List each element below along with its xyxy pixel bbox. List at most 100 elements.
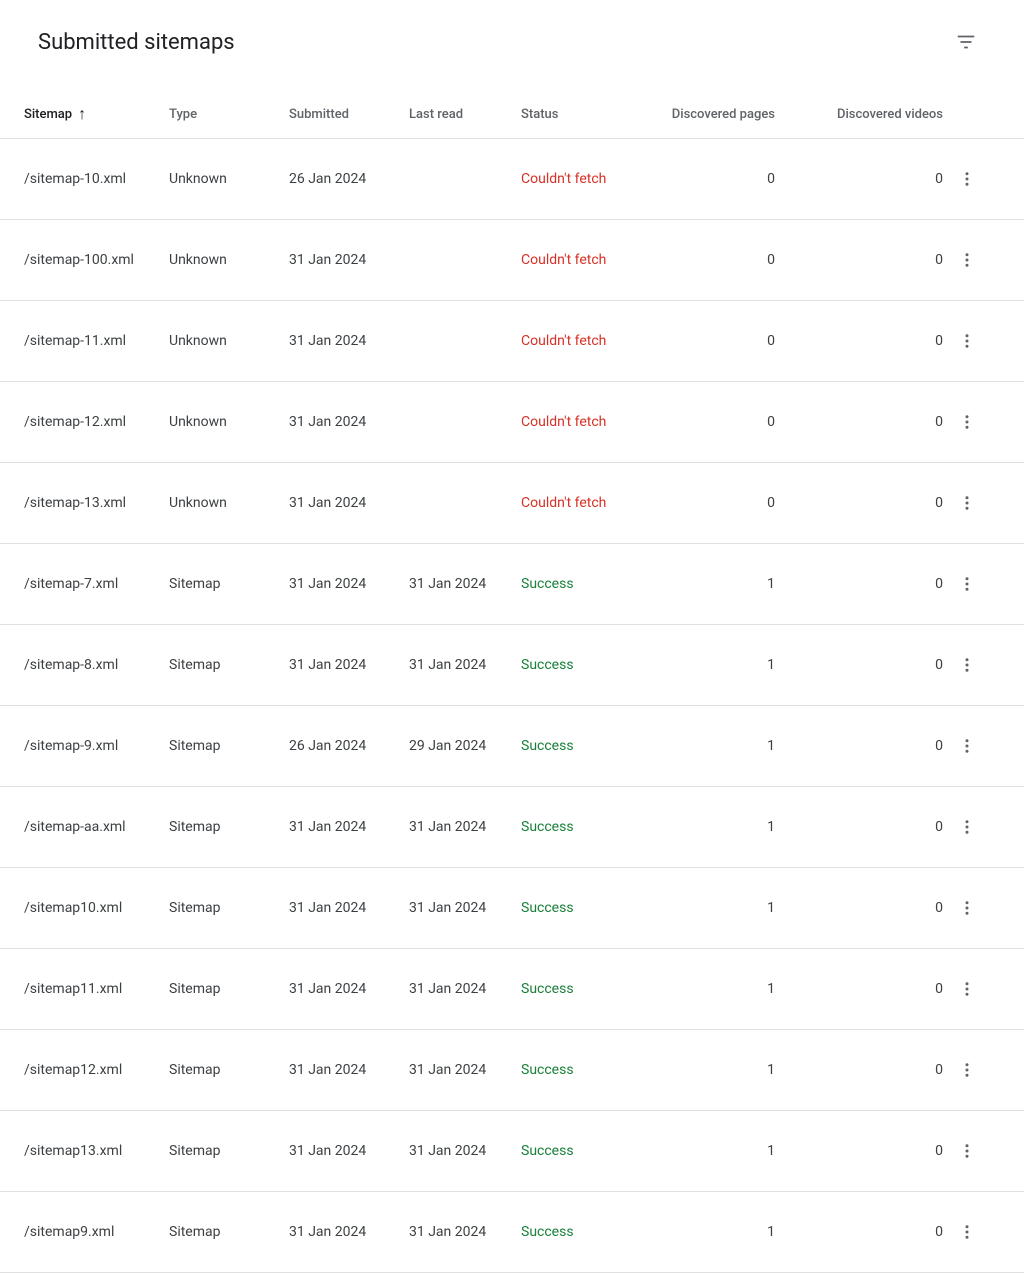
cell-discovered-videos: 0 (775, 1224, 943, 1240)
more-vert-icon (958, 1142, 976, 1160)
row-actions-button[interactable] (949, 809, 985, 845)
cell-status: Success (521, 1224, 669, 1240)
table-row[interactable]: /sitemap9.xmlSitemap31 Jan 202431 Jan 20… (0, 1192, 1024, 1273)
row-actions-button[interactable] (949, 161, 985, 197)
row-actions-button[interactable] (949, 485, 985, 521)
more-vert-icon (958, 332, 976, 350)
column-header-type[interactable]: Type (169, 107, 289, 122)
cell-discovered-videos: 0 (775, 414, 943, 430)
cell-type: Sitemap (169, 657, 289, 673)
cell-sitemap[interactable]: /sitemap-100.xml (24, 252, 169, 268)
table-row[interactable]: /sitemap-7.xmlSitemap31 Jan 202431 Jan 2… (0, 544, 1024, 625)
row-actions-button[interactable] (949, 323, 985, 359)
cell-type: Sitemap (169, 819, 289, 835)
cell-status: Couldn't fetch (521, 171, 669, 187)
table-row[interactable]: /sitemap-11.xmlUnknown31 Jan 2024Couldn'… (0, 301, 1024, 382)
cell-discovered-pages: 1 (669, 1062, 775, 1078)
cell-sitemap[interactable]: /sitemap-aa.xml (24, 819, 169, 835)
table-row[interactable]: /sitemap-aa.xmlSitemap31 Jan 202431 Jan … (0, 787, 1024, 868)
row-actions-button[interactable] (949, 647, 985, 683)
column-header-discovered-videos[interactable]: Discovered videos (775, 107, 943, 122)
cell-actions (943, 809, 991, 845)
cell-actions (943, 161, 991, 197)
cell-last-read: 31 Jan 2024 (409, 1143, 521, 1159)
column-header-last-read[interactable]: Last read (409, 107, 521, 122)
cell-status: Success (521, 1143, 669, 1159)
cell-actions (943, 404, 991, 440)
table-row[interactable]: /sitemap-100.xmlUnknown31 Jan 2024Couldn… (0, 220, 1024, 301)
cell-actions (943, 647, 991, 683)
row-actions-button[interactable] (949, 1052, 985, 1088)
cell-last-read: 31 Jan 2024 (409, 576, 521, 592)
cell-status: Success (521, 900, 669, 916)
panel-header: Submitted sitemaps (0, 0, 1024, 106)
cell-status: Success (521, 981, 669, 997)
cell-discovered-videos: 0 (775, 900, 943, 916)
row-actions-button[interactable] (949, 728, 985, 764)
panel-title: Submitted sitemaps (38, 30, 235, 55)
cell-sitemap[interactable]: /sitemap-13.xml (24, 495, 169, 511)
cell-submitted: 31 Jan 2024 (289, 1224, 409, 1240)
table-row[interactable]: /sitemap-12.xmlUnknown31 Jan 2024Couldn'… (0, 382, 1024, 463)
column-header-submitted[interactable]: Submitted (289, 107, 409, 122)
cell-last-read: 31 Jan 2024 (409, 819, 521, 835)
cell-type: Unknown (169, 333, 289, 349)
cell-last-read: 31 Jan 2024 (409, 657, 521, 673)
column-header-status[interactable]: Status (521, 107, 669, 122)
cell-type: Sitemap (169, 738, 289, 754)
cell-sitemap[interactable]: /sitemap-10.xml (24, 171, 169, 187)
cell-actions (943, 566, 991, 602)
cell-sitemap[interactable]: /sitemap-8.xml (24, 657, 169, 673)
cell-sitemap[interactable]: /sitemap-7.xml (24, 576, 169, 592)
cell-sitemap[interactable]: /sitemap13.xml (24, 1143, 169, 1159)
cell-sitemap[interactable]: /sitemap9.xml (24, 1224, 169, 1240)
row-actions-button[interactable] (949, 1133, 985, 1169)
cell-submitted: 26 Jan 2024 (289, 738, 409, 754)
cell-sitemap[interactable]: /sitemap-9.xml (24, 738, 169, 754)
table-row[interactable]: /sitemap-13.xmlUnknown31 Jan 2024Couldn'… (0, 463, 1024, 544)
row-actions-button[interactable] (949, 890, 985, 926)
filter-button[interactable] (946, 22, 986, 62)
cell-sitemap[interactable]: /sitemap-12.xml (24, 414, 169, 430)
table-row[interactable]: /sitemap-10.xmlUnknown26 Jan 2024Couldn'… (0, 139, 1024, 220)
cell-last-read: 31 Jan 2024 (409, 1224, 521, 1240)
column-header-discovered-pages[interactable]: Discovered pages (669, 107, 775, 122)
cell-type: Unknown (169, 495, 289, 511)
table-row[interactable]: /sitemap11.xmlSitemap31 Jan 202431 Jan 2… (0, 949, 1024, 1030)
cell-status: Success (521, 819, 669, 835)
cell-discovered-videos: 0 (775, 1143, 943, 1159)
table-row[interactable]: /sitemap10.xmlSitemap31 Jan 202431 Jan 2… (0, 868, 1024, 949)
more-vert-icon (958, 413, 976, 431)
column-header-sitemap-label: Sitemap (24, 107, 72, 122)
table-body: /sitemap-10.xml Unknown 26 Jan 2024 Couldn'… (0, 139, 1024, 1273)
cell-status: Couldn't fetch (521, 252, 669, 268)
cell-sitemap[interactable]: /sitemap-11.xml (24, 333, 169, 349)
table-row[interactable]: /sitemap-8.xmlSitemap31 Jan 202431 Jan 2… (0, 625, 1024, 706)
column-header-sitemap[interactable]: Sitemap ↑ (24, 106, 169, 122)
table-row[interactable]: /sitemap12.xmlSitemap31 Jan 202431 Jan 2… (0, 1030, 1024, 1111)
table-row[interactable]: /sitemap-9.xmlSitemap26 Jan 202429 Jan 2… (0, 706, 1024, 787)
cell-discovered-pages: 0 (669, 414, 775, 430)
cell-actions (943, 323, 991, 359)
cell-discovered-videos: 0 (775, 171, 943, 187)
cell-sitemap[interactable]: /sitemap10.xml (24, 900, 169, 916)
cell-discovered-videos: 0 (775, 738, 943, 754)
cell-discovered-pages: 0 (669, 495, 775, 511)
cell-status: Success (521, 738, 669, 754)
more-vert-icon (958, 494, 976, 512)
cell-actions (943, 890, 991, 926)
row-actions-button[interactable] (949, 1214, 985, 1250)
cell-status: Couldn't fetch (521, 495, 669, 511)
cell-sitemap[interactable]: /sitemap11.xml (24, 981, 169, 997)
row-actions-button[interactable] (949, 566, 985, 602)
row-actions-button[interactable] (949, 404, 985, 440)
cell-last-read: 31 Jan 2024 (409, 900, 521, 916)
cell-type: Sitemap (169, 1224, 289, 1240)
cell-discovered-pages: 1 (669, 1143, 775, 1159)
row-actions-button[interactable] (949, 242, 985, 278)
cell-discovered-pages: 1 (669, 900, 775, 916)
table-row[interactable]: /sitemap13.xmlSitemap31 Jan 202431 Jan 2… (0, 1111, 1024, 1192)
row-actions-button[interactable] (949, 971, 985, 1007)
cell-sitemap[interactable]: /sitemap12.xml (24, 1062, 169, 1078)
cell-status: Couldn't fetch (521, 333, 669, 349)
